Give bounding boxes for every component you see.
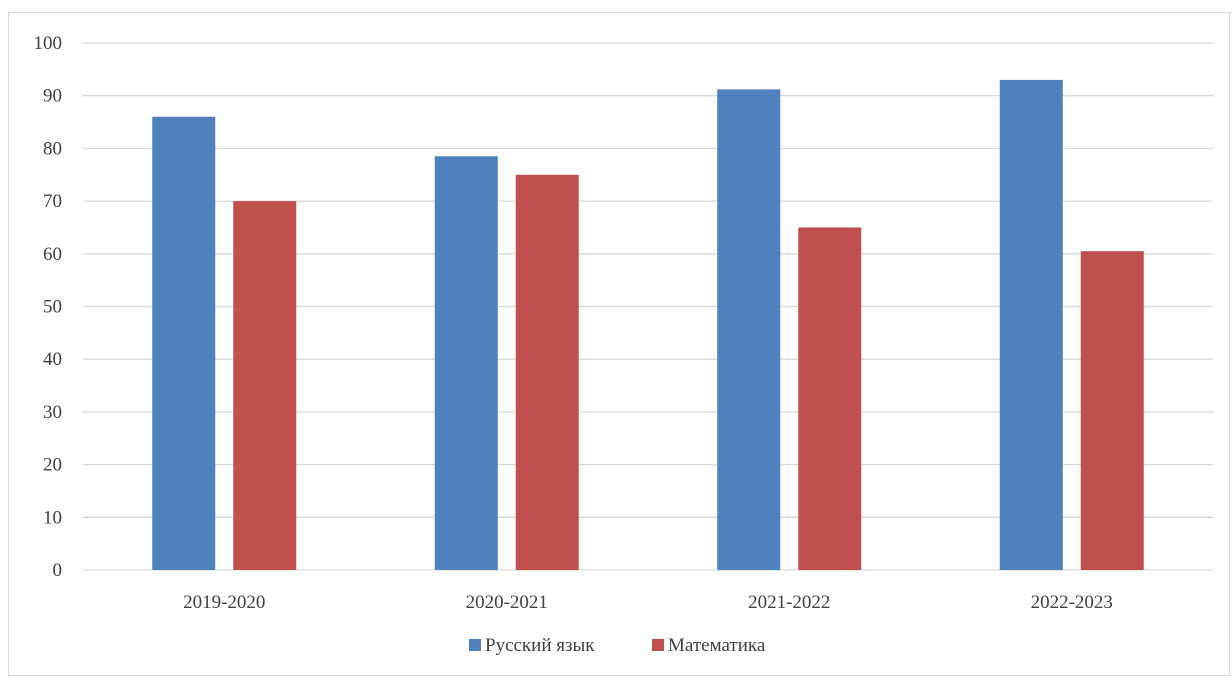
- x-tick-label: 2019-2020: [183, 592, 265, 613]
- y-tick-label: 80: [43, 138, 62, 159]
- y-tick-label: 70: [43, 191, 62, 212]
- y-tick-label: 40: [43, 349, 62, 370]
- y-axis-ticks: 0 10 20 30 40 50 60 70 80 90 100: [34, 33, 63, 581]
- x-axis-ticks: 2019-2020 2020-2021 2021-2022 2022-2023: [183, 592, 1113, 613]
- bar-math-2019-2020: [233, 201, 297, 570]
- legend-label: Русский язык: [485, 635, 595, 656]
- y-tick-label: 0: [53, 560, 63, 581]
- y-tick-label: 50: [43, 297, 62, 318]
- x-tick-label: 2020-2021: [466, 592, 548, 613]
- legend: Русский язык Математика: [469, 635, 766, 656]
- y-tick-label: 10: [43, 507, 62, 528]
- bar-russian-2021-2022: [717, 89, 781, 570]
- bar-math-2020-2021: [515, 174, 579, 570]
- legend-swatch: [469, 639, 481, 651]
- bar-math-2021-2022: [798, 227, 862, 570]
- bars: [152, 79, 1144, 571]
- y-tick-label: 90: [43, 86, 62, 107]
- y-tick-label: 20: [43, 455, 62, 476]
- bar-russian-2020-2021: [434, 156, 498, 570]
- legend-swatch: [652, 639, 664, 651]
- x-tick-label: 2021-2022: [748, 592, 830, 613]
- bar-russian-2019-2020: [152, 116, 216, 570]
- y-tick-label: 60: [43, 244, 62, 265]
- x-tick-label: 2022-2023: [1031, 592, 1113, 613]
- legend-label: Математика: [668, 635, 766, 656]
- bar-math-2022-2023: [1080, 251, 1144, 571]
- y-tick-label: 30: [43, 402, 62, 423]
- y-tick-label: 100: [34, 33, 63, 54]
- bar-russian-2022-2023: [999, 79, 1063, 570]
